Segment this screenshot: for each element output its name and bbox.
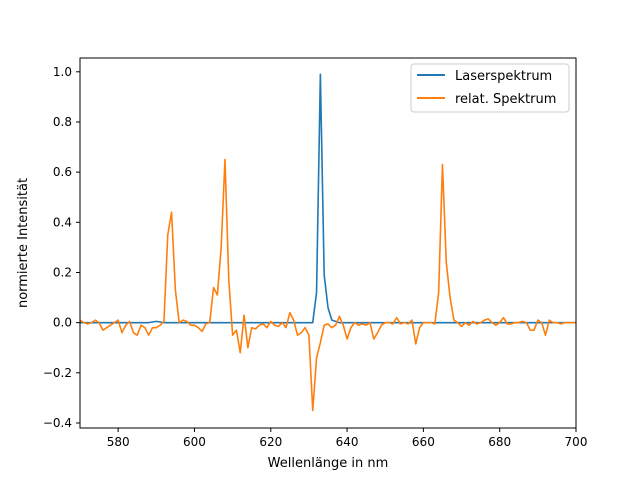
x-tick-label: 660 [412, 435, 435, 449]
y-axis: −0.4 −0.2 0.0 0.2 0.4 0.6 0.8 1.0 [43, 65, 80, 430]
y-axis-label: normierte Intensität [16, 178, 31, 308]
x-tick-label: 620 [259, 435, 282, 449]
x-tick-label: 640 [336, 435, 359, 449]
legend: Laserspektrum relat. Spektrum [410, 63, 570, 113]
legend-label-relat-spektrum: relat. Spektrum [455, 92, 556, 107]
x-tick-label: 680 [488, 435, 511, 449]
x-tick-label: 600 [183, 435, 206, 449]
y-tick-label: 0.6 [53, 165, 72, 179]
x-axis-label: Wellenlänge in nm [268, 456, 389, 471]
axes-frame [79, 57, 577, 429]
legend-label-laserspektrum: Laserspektrum [455, 69, 552, 84]
y-tick-label: −0.2 [43, 366, 72, 380]
y-tick-label: 1.0 [53, 65, 72, 79]
legend-box [410, 63, 570, 113]
y-tick-label: 0.0 [53, 316, 72, 330]
y-tick-label: 0.8 [53, 115, 72, 129]
x-tick-label: 580 [107, 435, 130, 449]
y-tick-label: 0.4 [53, 215, 72, 229]
y-tick-label: −0.4 [43, 416, 72, 430]
series-line-laserspektrum [80, 73, 576, 324]
plot-area [79, 57, 577, 429]
x-axis: 580 600 620 640 660 680 700 [107, 428, 588, 449]
y-tick-label: 0.2 [53, 265, 72, 279]
series-line-relat-spektrum [80, 158, 576, 412]
series-layer [80, 73, 576, 412]
x-tick-label: 700 [565, 435, 588, 449]
